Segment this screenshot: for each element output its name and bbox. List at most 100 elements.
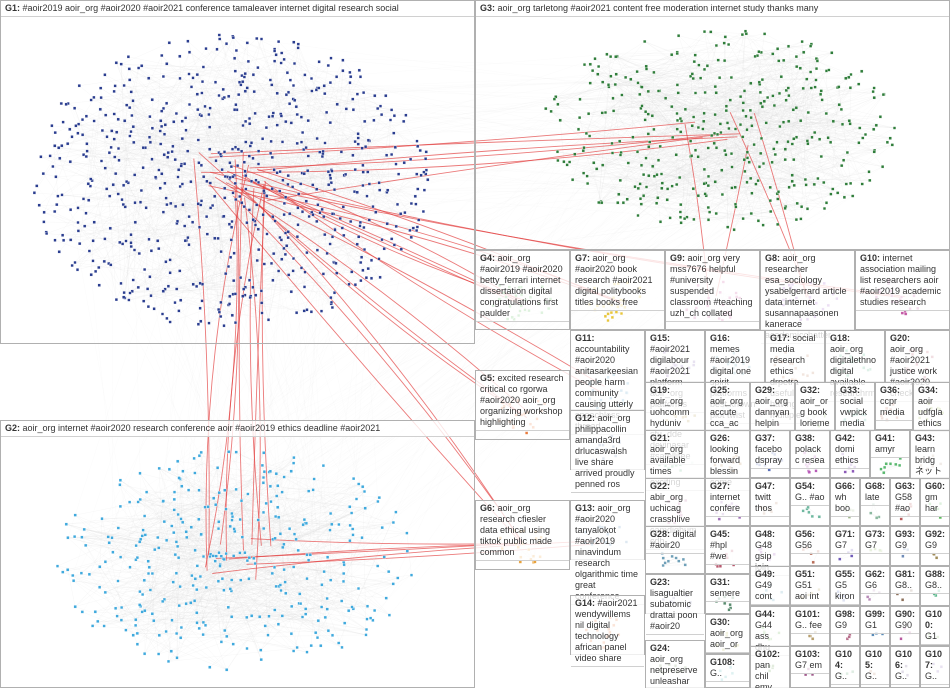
group-keywords: twitt thos [755, 492, 772, 513]
group-label-g13: G13: aoir_org #aoir2020 tanyalokot #aoir… [571, 501, 644, 605]
group-id: G15: [650, 333, 670, 343]
group-keywords: amyr [875, 444, 895, 454]
group-id: G98: [835, 609, 855, 619]
group-box-g25: G25: aoir_org accute cca_ac [705, 382, 750, 430]
group-id: G11: [575, 333, 595, 343]
group-id: G38: [795, 433, 815, 443]
group-label-g55: G55: G5 kiron [831, 567, 859, 605]
group-label-g1: G1: #aoir2019 aoir_org #aoir2020 #aoir20… [1, 1, 474, 17]
group-label-g25: G25: aoir_org accute cca_ac [706, 383, 749, 432]
group-label-g56: G56: G56 [791, 527, 829, 554]
group-label-g81: G81: G8.. [891, 567, 919, 594]
group-id: G6: [480, 503, 498, 513]
group-id: G68: [865, 481, 885, 491]
group-id: G47: [755, 481, 775, 491]
group-keywords: social vwpick media [840, 396, 867, 428]
group-box-g41: G41: amyr [870, 430, 910, 478]
group-box-g1: G1: #aoir2019 aoir_org #aoir2020 #aoir20… [0, 0, 475, 344]
group-keywords: domi ethics [835, 444, 859, 465]
group-box-g42: G42: domi ethics [830, 430, 870, 478]
group-label-g92: G92: G9 [921, 527, 949, 554]
group-id: G99: [865, 609, 885, 619]
group-label-g102: G102: pan chil emv [751, 647, 789, 688]
group-box-g34: G34: aoir udfgla ethics [913, 382, 950, 430]
group-box-g4: G4: aoir_org #aoir2019 #aoir2020 betty_f… [475, 250, 570, 330]
group-label-g106: G106: G.. [891, 647, 919, 685]
group-box-g23: G23: lisagualtier subatomic drattai poon… [645, 574, 705, 614]
group-id: G30: [710, 617, 730, 627]
group-label-g9: G9: aoir_org very mss7676 helpful #unive… [666, 251, 759, 322]
group-id: G43: [915, 433, 935, 443]
group-label-g6: G6: aoir_org research cfiesler data ethi… [476, 501, 569, 561]
group-keywords: #hpl #we [710, 540, 727, 561]
group-box-g3: G3: aoir_org tarletong #aoir2021 content… [475, 0, 950, 250]
group-box-g28: G28: digital #aoir20 [645, 526, 705, 574]
group-id: G54: [795, 481, 815, 491]
network-canvas: G1: #aoir2019 aoir_org #aoir2020 #aoir20… [0, 0, 950, 688]
group-id: G3: [480, 3, 498, 13]
group-box-g103: G103: G7 em [790, 646, 830, 688]
group-box-g37: G37: facebo dspray [750, 430, 790, 478]
group-box-g18: G18: aoir_org digitalethno digital avail… [825, 330, 885, 382]
group-box-g102: G102: pan chil emv [750, 646, 790, 688]
group-id: G26: [710, 433, 730, 443]
group-box-g62: G62: G6 [860, 566, 890, 606]
group-id: G33: [840, 385, 860, 395]
group-id: G7: [575, 253, 593, 263]
group-keywords: G51 aoi int [795, 580, 819, 601]
group-id: G42: [835, 433, 855, 443]
group-keywords: aoir_org tarletong #aoir2021 content fre… [498, 3, 819, 13]
group-label-g34: G34: aoir udfgla ethics [914, 383, 949, 432]
group-keywords: semere [710, 588, 740, 598]
group-box-g11: G11: accountability #aoir2020 anitasarke… [570, 330, 645, 410]
group-id: G51: [795, 569, 815, 579]
group-label-g108: G108: G.. [706, 655, 749, 682]
group-id: G45: [710, 529, 730, 539]
group-label-g99: G99: G1 [861, 607, 889, 634]
group-label-g2: G2: aoir_org internet #aoir2020 research… [1, 421, 474, 437]
group-keywords: wh boo [835, 492, 850, 513]
group-keywords: ccpr media [880, 396, 905, 417]
group-box-g17: G17: social media research ethics drpetr… [765, 330, 825, 382]
group-box-g98: G98: G9 [830, 606, 860, 646]
group-box-g27: G27: internet confere [705, 478, 750, 526]
group-box-g14: G14: #aoir2021 wendywillems nil digital … [570, 595, 645, 655]
group-id: G21: [650, 433, 670, 443]
group-id: G1: [5, 3, 23, 13]
group-label-g104: G104: G.. [831, 647, 859, 685]
group-box-g54: G54: G.. #ao [790, 478, 830, 526]
group-id: G41: [875, 433, 895, 443]
group-keywords: aoir_org philippacollin amanda3rd drluca… [575, 413, 635, 489]
group-box-g33: G33: social vwpick media [835, 382, 875, 430]
group-keywords: aoir_org book lorieme [800, 396, 830, 428]
group-box-g32: G32: aoir_org book lorieme [795, 382, 835, 430]
group-keywords: aoir_org netpreserve unleashar [650, 654, 698, 686]
group-box-g21: G21: aoir_org available times exciting [645, 430, 705, 478]
group-label-g12: G12: aoir_org philippacollin amanda3rd d… [571, 411, 644, 493]
group-id: G23: [650, 577, 670, 587]
group-keywords: G.. [895, 671, 907, 681]
group-label-g7: G7: aoir_org #aoir2020 book research #ao… [571, 251, 664, 311]
group-id: G31: [710, 577, 730, 587]
group-id: G63: [895, 481, 915, 491]
group-id: G19: [650, 385, 670, 395]
group-box-g88: G88: G8.. [920, 566, 950, 606]
group-id: G37: [755, 433, 775, 443]
group-id: G13: [575, 503, 598, 513]
group-keywords: G58 #ao [895, 492, 912, 513]
group-box-g60: G60: gm har [920, 478, 950, 526]
group-id: G62: [865, 569, 885, 579]
group-keywords: gm har [925, 492, 938, 513]
group-keywords: pan chil emv [755, 660, 772, 688]
group-id: G102: [755, 649, 780, 659]
group-label-g101: G101: G.. fee [791, 607, 829, 634]
group-box-g15: G15: #aoir2021 digilabour #aoir2021 plat… [645, 330, 705, 382]
group-keywords: aoir_org dannyan helpin [755, 396, 790, 428]
group-keywords: G6 [865, 580, 877, 590]
group-label-g51: G51: G51 aoi int [791, 567, 829, 605]
group-label-g105: G105: G.. [861, 647, 889, 685]
group-id: G88: [925, 569, 945, 579]
group-id: G106: [895, 649, 912, 670]
group-keywords: G56 [795, 540, 812, 550]
group-keywords: G5 kiron [835, 580, 855, 601]
